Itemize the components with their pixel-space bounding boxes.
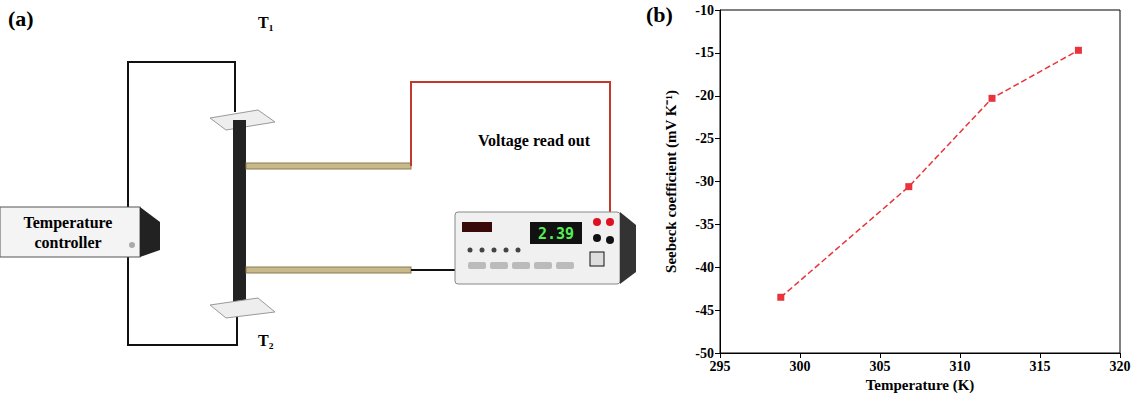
svg-text:-35: -35 <box>695 217 714 232</box>
svg-text:Seebeck coefficient (mV K⁻¹): Seebeck coefficient (mV K⁻¹) <box>663 90 680 273</box>
svg-text:305: 305 <box>870 359 891 374</box>
svg-text:-45: -45 <box>695 303 714 318</box>
svg-text:320: 320 <box>1110 359 1131 374</box>
svg-text:controller: controller <box>34 234 101 251</box>
html-text:(b): (b) <box>646 2 673 27</box>
svg-text:295: 295 <box>710 359 731 374</box>
svg-text:2.39: 2.39 <box>538 225 574 243</box>
svg-text:-20: -20 <box>695 88 714 103</box>
svg-text:Voltage read out: Voltage read out <box>478 132 591 150</box>
svg-text:T₁: T₁ <box>258 14 274 31</box>
svg-text:-15: -15 <box>695 45 714 60</box>
svg-text:-40: -40 <box>695 260 714 275</box>
svg-text:T₂: T₂ <box>258 332 274 349</box>
svg-text:-10: -10 <box>695 3 714 18</box>
svg-text:300: 300 <box>790 359 811 374</box>
svg-text:-30: -30 <box>695 174 714 189</box>
svg-text:Temperature: Temperature <box>24 214 113 232</box>
svg-text:-25: -25 <box>695 131 714 146</box>
svg-text:315: 315 <box>1030 359 1051 374</box>
svg-text:Temperature (K): Temperature (K) <box>866 377 975 394</box>
svg-text:310: 310 <box>950 359 971 374</box>
svg-text:(a): (a) <box>8 6 34 31</box>
svg-text:-50: -50 <box>695 345 714 361</box>
